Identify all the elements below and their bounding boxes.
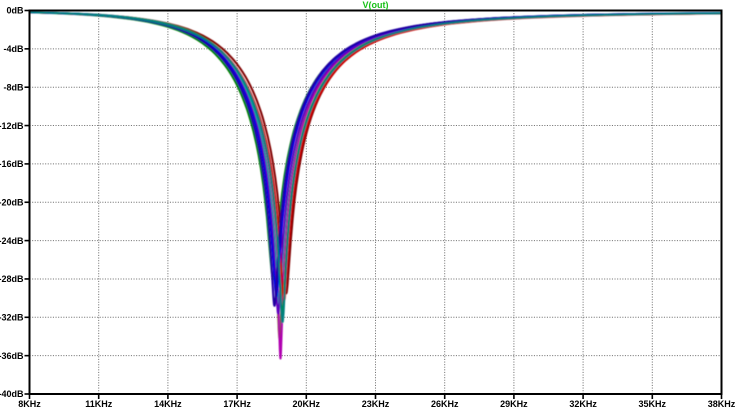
- svg-text:23KHz: 23KHz: [362, 399, 390, 409]
- svg-text:-40dB: -40dB: [0, 389, 24, 399]
- svg-text:-20dB: -20dB: [0, 197, 24, 207]
- svg-text:-12dB: -12dB: [0, 121, 24, 131]
- svg-text:20KHz: 20KHz: [293, 399, 321, 409]
- svg-text:26KHz: 26KHz: [431, 399, 459, 409]
- svg-text:14KHz: 14KHz: [154, 399, 182, 409]
- svg-text:38KHz: 38KHz: [708, 399, 736, 409]
- svg-text:-4dB: -4dB: [4, 44, 25, 54]
- svg-text:-24dB: -24dB: [0, 236, 24, 246]
- svg-text:8KHz: 8KHz: [18, 399, 41, 409]
- svg-text:29KHz: 29KHz: [500, 399, 528, 409]
- svg-text:32KHz: 32KHz: [569, 399, 597, 409]
- svg-text:-8dB: -8dB: [4, 82, 25, 92]
- svg-text:17KHz: 17KHz: [223, 399, 251, 409]
- svg-text:35KHz: 35KHz: [639, 399, 667, 409]
- svg-text:-32dB: -32dB: [0, 313, 24, 323]
- svg-text:-28dB: -28dB: [0, 274, 24, 284]
- svg-text:-16dB: -16dB: [0, 159, 24, 169]
- svg-text:0dB: 0dB: [6, 6, 24, 16]
- svg-text:V(out): V(out): [363, 0, 389, 10]
- svg-text:11KHz: 11KHz: [85, 399, 113, 409]
- svg-text:-36dB: -36dB: [0, 351, 24, 361]
